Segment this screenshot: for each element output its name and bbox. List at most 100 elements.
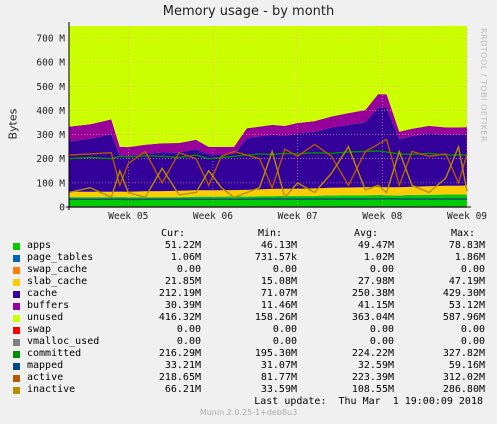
legend-value-max: 286.80M [442, 384, 485, 395]
legend-value-cur: 216.29M [158, 348, 201, 359]
x-tick-label: Week 09 [447, 211, 487, 222]
y-tick-label: 0 [59, 203, 65, 214]
legend-row-inactive: inactive 66.21M 33.59M 108.55M 286.80M [0, 384, 497, 396]
legend-swatch [13, 255, 20, 262]
x-tick-label: Week 05 [108, 211, 148, 222]
legend-value-min: 15.08M [260, 276, 297, 287]
legend-header-max: Max: [451, 228, 476, 239]
legend-series-name: swap_cache [27, 264, 88, 275]
legend-series-name: active [27, 372, 64, 383]
legend-value-max: 78.83M [448, 240, 485, 251]
area-slab-cache [69, 185, 467, 198]
legend-series-name: swap [27, 324, 52, 335]
legend-value-max: 0.00 [460, 264, 485, 275]
legend-value-max: 312.02M [442, 372, 485, 383]
legend-value-max: 587.96M [442, 312, 485, 323]
x-tick-label: Week 07 [278, 211, 318, 222]
legend-row-committed: committed 216.29M 195.30M 224.22M 327.82M [0, 348, 497, 360]
legend-value-avg: 41.15M [357, 300, 394, 311]
rrdtool-watermark: RRDTOOL / TOBI OETIKER [479, 28, 488, 143]
legend-value-min: 31.07M [260, 360, 297, 371]
legend-series-name: slab_cache [27, 276, 88, 287]
legend-swatch [13, 375, 20, 382]
legend-series-name: page_tables [27, 252, 94, 263]
legend-swatch [13, 351, 20, 358]
legend-value-min: 81.77M [260, 372, 297, 383]
legend-row-slab-cache: slab_cache 21.85M 15.08M 27.98M 47.19M [0, 276, 497, 288]
legend-swatch [13, 303, 20, 310]
legend-swatch [13, 315, 20, 322]
legend-swatch [13, 363, 20, 370]
legend-value-cur: 33.21M [164, 360, 201, 371]
legend-value-max: 59.16M [448, 360, 485, 371]
y-tick-label: 500 M [36, 82, 65, 93]
area-apps [69, 194, 467, 207]
legend-value-cur: 21.85M [164, 276, 201, 287]
legend-value-cur: 1.06M [170, 252, 201, 263]
legend-value-avg: 0.00 [369, 336, 394, 347]
legend-value-min: 71.07M [260, 288, 297, 299]
legend-value-avg: 363.04M [351, 312, 394, 323]
legend-value-max: 429.30M [442, 288, 485, 299]
legend-series-name: vmalloc_used [27, 336, 100, 347]
x-tick-label: Week 06 [193, 211, 233, 222]
area-buffers [69, 94, 467, 156]
legend-row-active: active 218.65M 81.77M 223.39M 312.02M [0, 372, 497, 384]
legend-series-name: committed [27, 348, 82, 359]
legend-value-min: 46.13M [260, 240, 297, 251]
y-tick-label: 100 M [36, 178, 65, 189]
legend-row-vmalloc-used: vmalloc_used 0.00 0.00 0.00 0.00 [0, 336, 497, 348]
line-inactive [68, 144, 468, 199]
legend-header-cur: Cur: [161, 228, 186, 239]
legend-value-cur: 212.19M [158, 288, 201, 299]
y-tick-label: 600 M [36, 58, 65, 69]
y-tick-label: 400 M [36, 106, 65, 117]
legend-row-mapped: mapped 33.21M 31.07M 32.59M 59.16M [0, 360, 497, 372]
legend-swatch [13, 327, 20, 334]
legend-series-name: unused [27, 312, 64, 323]
legend-value-avg: 32.59M [357, 360, 394, 371]
legend-value-max: 53.12M [448, 300, 485, 311]
legend-value-cur: 30.39M [164, 300, 201, 311]
legend-row-cache: cache 212.19M 71.07M 250.38M 429.30M [0, 288, 497, 300]
y-tick-label: 200 M [36, 154, 65, 165]
legend-value-cur: 51.22M [164, 240, 201, 251]
legend-row-page-tables: page_tables 1.06M 731.57k 1.02M 1.86M [0, 252, 497, 264]
munin-version-footer: Munin 2.0.25-1+deb8u3 [199, 408, 298, 417]
legend-series-name: apps [27, 240, 52, 251]
legend-value-avg: 108.55M [351, 384, 394, 395]
legend-row-unused: unused 416.32M 158.26M 363.04M 587.96M [0, 312, 497, 324]
legend-value-avg: 1.02M [363, 252, 394, 263]
legend-header-min: Min: [258, 228, 283, 239]
legend-value-avg: 0.00 [369, 324, 394, 335]
line-active [68, 138, 468, 190]
y-tick-label: 300 M [36, 130, 65, 141]
last-update-row: Last update: Thu Mar 1 19:00:09 2018 [0, 396, 497, 408]
legend-value-min: 0.00 [272, 264, 297, 275]
last-update-text: Last update: Thu Mar 1 19:00:09 2018 [254, 396, 483, 407]
legend-value-cur: 416.32M [158, 312, 201, 323]
legend-series-name: buffers [27, 300, 70, 311]
legend-series-name: cache [27, 288, 58, 299]
legend-value-max: 47.19M [448, 276, 485, 287]
legend-row-apps: apps 51.22M 46.13M 49.47M 78.83M [0, 240, 497, 252]
legend-value-min: 731.57k [254, 252, 297, 263]
legend-value-max: 1.86M [454, 252, 485, 263]
legend-value-avg: 49.47M [357, 240, 394, 251]
legend-value-avg: 27.98M [357, 276, 394, 287]
line-mapped [69, 198, 467, 201]
legend-value-min: 11.46M [260, 300, 297, 311]
legend-value-avg: 224.22M [351, 348, 394, 359]
legend-value-avg: 250.38M [351, 288, 394, 299]
legend-value-max: 0.00 [460, 324, 485, 335]
legend-header-avg: Avg: [354, 228, 379, 239]
legend-row-swap: swap 0.00 0.00 0.00 0.00 [0, 324, 497, 336]
legend-value-avg: 223.39M [351, 372, 394, 383]
plot-area: 0 100 M 200 M 300 M 400 M 500 M 600 M 700 M Week… [36, 22, 487, 222]
legend-value-min: 0.00 [272, 324, 297, 335]
legend-series-name: inactive [27, 384, 76, 395]
legend-row-buffers: buffers 30.39M 11.46M 41.15M 53.12M [0, 300, 497, 312]
legend-value-min: 158.26M [254, 312, 297, 323]
legend-swatch [13, 291, 20, 298]
